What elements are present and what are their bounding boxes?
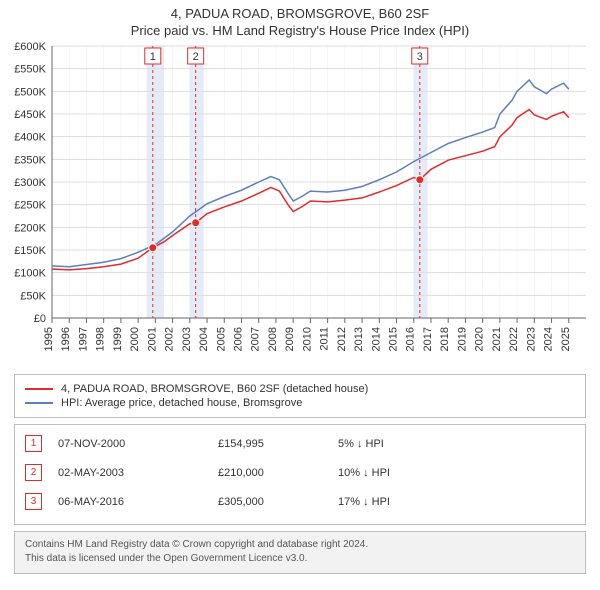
sale-date: 02-MAY-2003 xyxy=(58,467,218,479)
svg-text:1998: 1998 xyxy=(95,327,107,351)
svg-text:2003: 2003 xyxy=(181,327,193,351)
attribution-line: This data is licensed under the Open Gov… xyxy=(25,552,575,566)
svg-text:2022: 2022 xyxy=(508,327,520,351)
svg-text:2010: 2010 xyxy=(301,327,313,351)
svg-text:1999: 1999 xyxy=(112,327,124,351)
attribution-line: Contains HM Land Registry data © Crown c… xyxy=(25,538,575,552)
svg-text:2017: 2017 xyxy=(422,327,434,351)
legend-swatch xyxy=(25,402,53,404)
svg-text:2007: 2007 xyxy=(250,327,262,351)
svg-text:£50K: £50K xyxy=(20,290,46,302)
svg-text:2023: 2023 xyxy=(525,327,537,351)
svg-text:2019: 2019 xyxy=(456,327,468,351)
svg-text:3: 3 xyxy=(417,51,423,63)
table-row: 3 06-MAY-2016 £305,000 17% ↓ HPI xyxy=(25,487,575,516)
svg-text:£0: £0 xyxy=(34,313,46,325)
table-row: 2 02-MAY-2003 £210,000 10% ↓ HPI xyxy=(25,458,575,487)
title-address: 4, PADUA ROAD, BROMSGROVE, B60 2SF xyxy=(0,6,600,21)
svg-text:2: 2 xyxy=(193,51,199,63)
svg-text:£400K: £400K xyxy=(14,132,46,144)
svg-text:2013: 2013 xyxy=(353,327,365,351)
svg-text:2021: 2021 xyxy=(491,327,503,351)
svg-text:£500K: £500K xyxy=(14,86,46,98)
svg-text:2004: 2004 xyxy=(198,327,210,351)
svg-text:1: 1 xyxy=(150,51,156,63)
sale-hpi: 17% ↓ HPI xyxy=(338,496,575,508)
svg-text:2018: 2018 xyxy=(439,327,451,351)
legend-label: 4, PADUA ROAD, BROMSGROVE, B60 2SF (deta… xyxy=(61,383,368,395)
svg-text:2005: 2005 xyxy=(215,327,227,351)
title-subtitle: Price paid vs. HM Land Registry's House … xyxy=(0,23,600,38)
sale-date: 07-NOV-2000 xyxy=(58,438,218,450)
svg-text:£100K: £100K xyxy=(14,268,46,280)
svg-text:2015: 2015 xyxy=(388,327,400,351)
sale-price: £210,000 xyxy=(218,467,338,479)
line-chart: £0 £50K £100K £150K £200K £250K £300K £350K £400… xyxy=(0,38,600,368)
sale-badge: 3 xyxy=(25,493,42,510)
sale-hpi: 5% ↓ HPI xyxy=(338,438,575,450)
sales-table: 1 07-NOV-2000 £154,995 5% ↓ HPI 2 02-MAY… xyxy=(14,424,586,525)
svg-text:2000: 2000 xyxy=(129,327,141,351)
svg-text:£200K: £200K xyxy=(14,222,46,234)
attribution: Contains HM Land Registry data © Crown c… xyxy=(14,531,586,574)
svg-text:£150K: £150K xyxy=(14,245,46,257)
chart-header: 4, PADUA ROAD, BROMSGROVE, B60 2SF Price… xyxy=(0,0,600,38)
sale-hpi: 10% ↓ HPI xyxy=(338,467,575,479)
svg-text:1996: 1996 xyxy=(60,327,72,351)
svg-text:2001: 2001 xyxy=(146,327,158,351)
legend-label: HPI: Average price, detached house, Brom… xyxy=(61,397,302,409)
svg-text:£600K: £600K xyxy=(14,41,46,53)
svg-text:2016: 2016 xyxy=(405,327,417,351)
svg-text:£300K: £300K xyxy=(14,177,46,189)
svg-text:2024: 2024 xyxy=(543,327,555,351)
svg-text:£450K: £450K xyxy=(14,109,46,121)
svg-text:2011: 2011 xyxy=(319,327,331,351)
svg-text:2002: 2002 xyxy=(164,327,176,351)
sale-price: £154,995 xyxy=(218,438,338,450)
svg-text:2009: 2009 xyxy=(284,327,296,351)
svg-text:2012: 2012 xyxy=(336,327,348,351)
sale-badge: 2 xyxy=(25,464,42,481)
svg-text:£250K: £250K xyxy=(14,200,46,212)
svg-text:2020: 2020 xyxy=(474,327,486,351)
legend-item: HPI: Average price, detached house, Brom… xyxy=(25,397,575,409)
svg-text:2014: 2014 xyxy=(370,327,382,351)
legend-swatch xyxy=(25,388,53,390)
sale-price: £305,000 xyxy=(218,496,338,508)
svg-text:1995: 1995 xyxy=(43,327,55,351)
svg-text:£350K: £350K xyxy=(14,154,46,166)
legend-item: 4, PADUA ROAD, BROMSGROVE, B60 2SF (deta… xyxy=(25,383,575,395)
svg-text:£550K: £550K xyxy=(14,64,46,76)
sale-badge: 1 xyxy=(25,435,42,452)
svg-text:2025: 2025 xyxy=(560,327,572,351)
svg-text:2006: 2006 xyxy=(232,327,244,351)
svg-text:2008: 2008 xyxy=(267,327,279,351)
svg-text:1997: 1997 xyxy=(77,327,89,351)
legend: 4, PADUA ROAD, BROMSGROVE, B60 2SF (deta… xyxy=(14,374,586,418)
table-row: 1 07-NOV-2000 £154,995 5% ↓ HPI xyxy=(25,429,575,458)
sale-date: 06-MAY-2016 xyxy=(58,496,218,508)
